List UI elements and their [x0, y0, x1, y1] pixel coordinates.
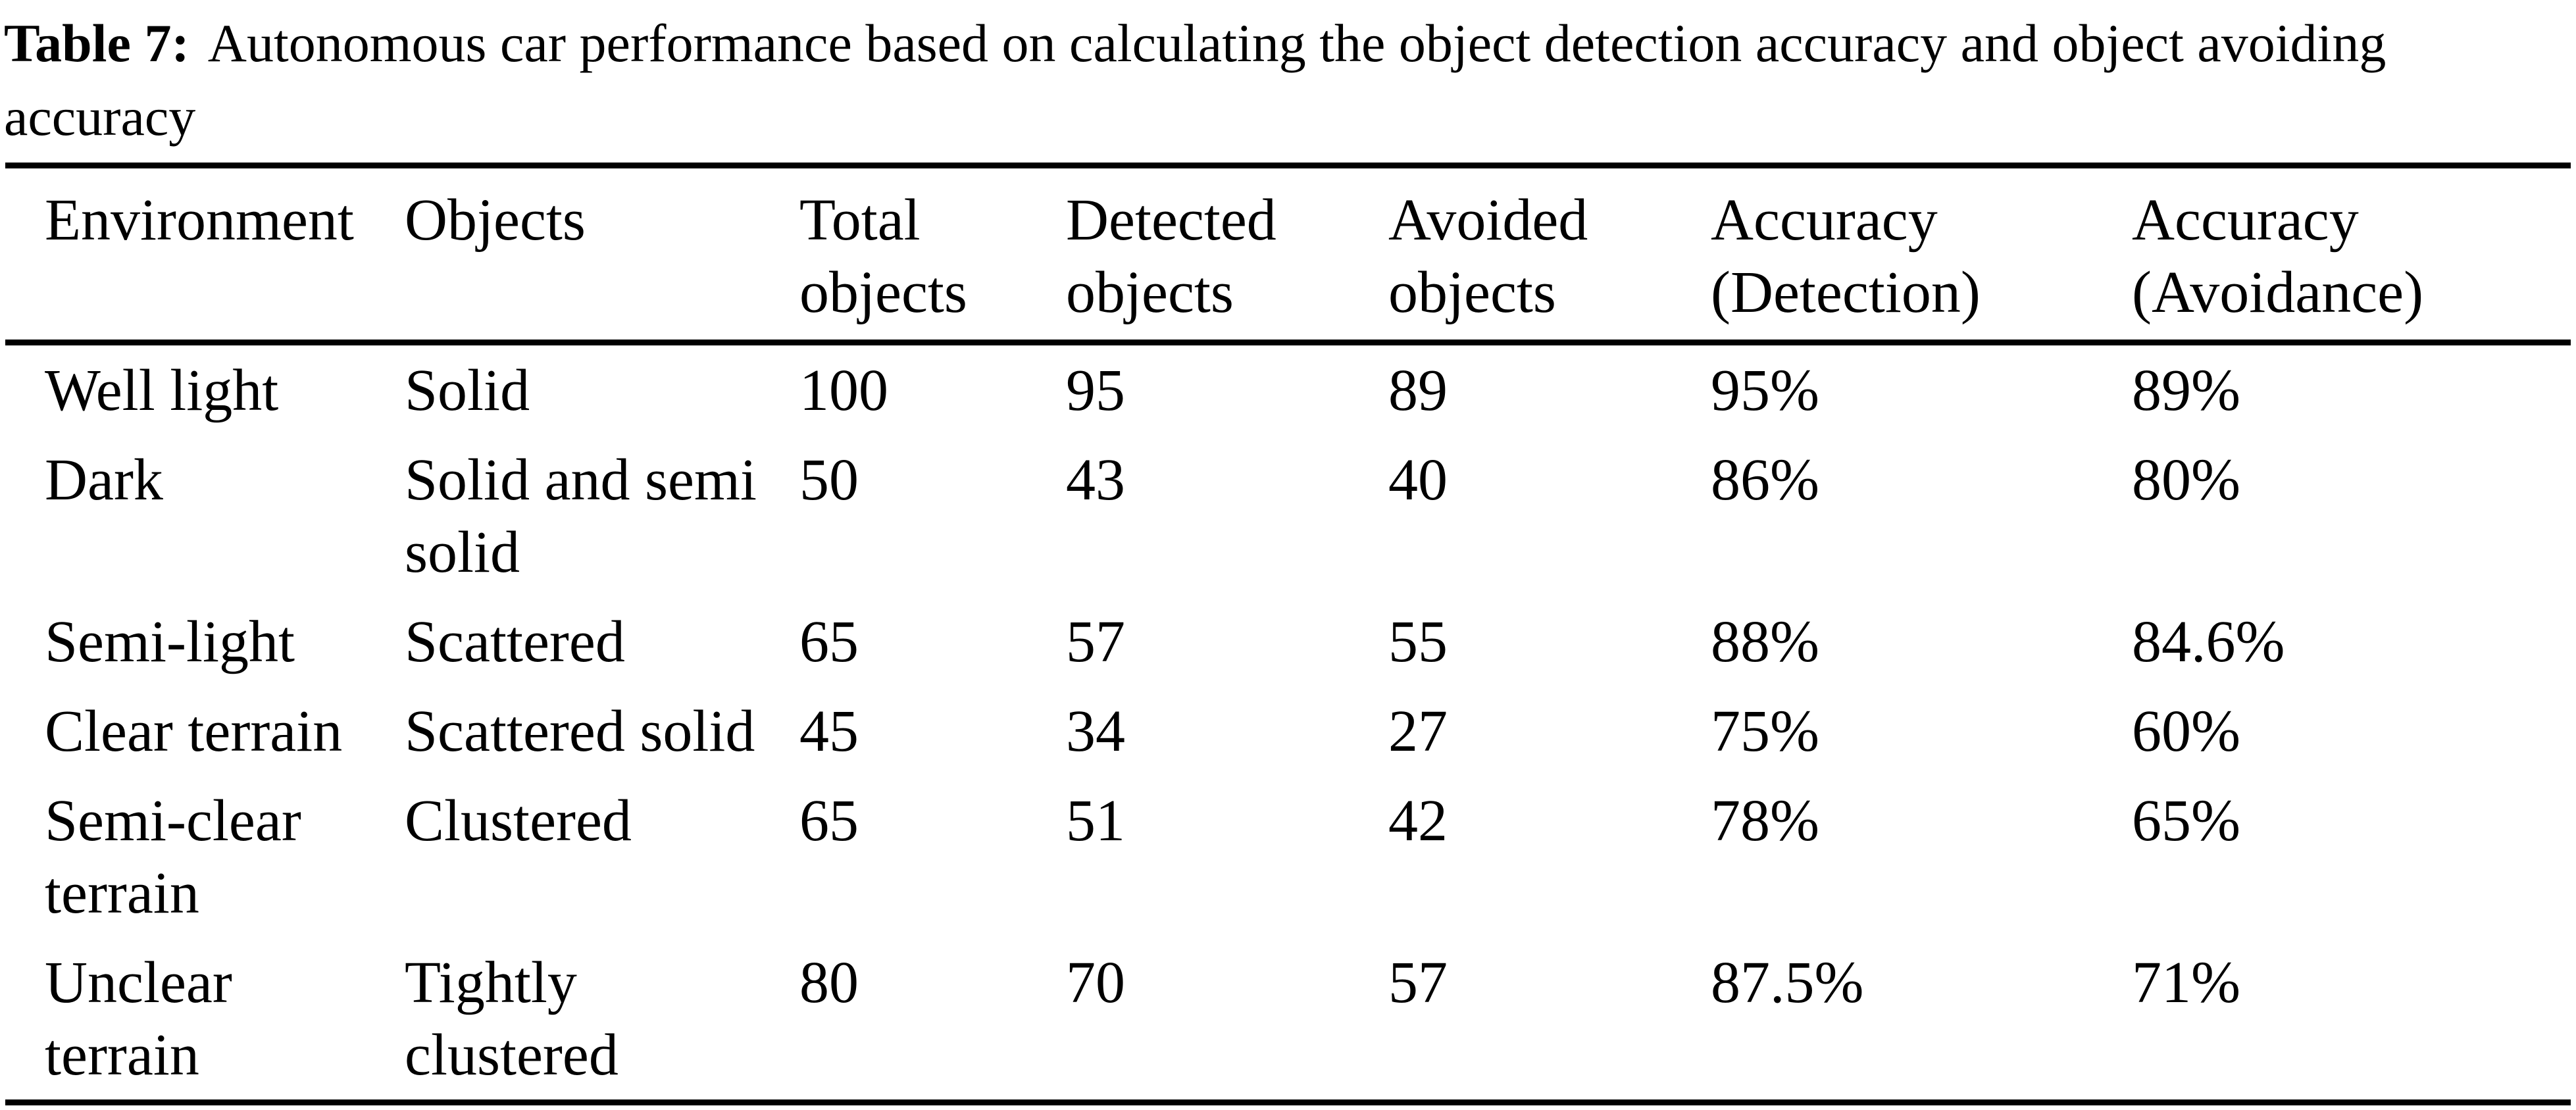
table-row: Semi-light Scattered 65 57 55 88% 84.6%	[5, 597, 2571, 686]
cell-detected-objects: 95	[1066, 358, 1125, 423]
cell-avoided-objects: 27	[1388, 699, 1448, 764]
caption-label: Table 7:	[4, 13, 189, 73]
cell-detected-objects: 57	[1066, 609, 1125, 674]
cell-objects: Tightly clustered	[405, 950, 619, 1088]
cell-avoided-objects: 42	[1388, 788, 1448, 853]
table-row: Dark Solid and semi solid 50 43 40 86% 8…	[5, 435, 2571, 597]
cell-total-objects: 65	[799, 788, 859, 853]
cell-objects: Scattered	[405, 609, 625, 674]
cell-accuracy-detection: 86%	[1711, 447, 1819, 513]
cell-environment: Semi-light	[45, 609, 295, 674]
cell-accuracy-avoidance: 65%	[2132, 788, 2240, 853]
column-header-environment: Environment	[45, 188, 354, 253]
cell-objects: Solid	[405, 358, 530, 423]
cell-avoided-objects: 40	[1388, 447, 1448, 513]
cell-accuracy-avoidance: 60%	[2132, 699, 2240, 764]
cell-total-objects: 80	[799, 950, 859, 1015]
cell-total-objects: 65	[799, 609, 859, 674]
column-header-detected-objects: Detected objects	[1066, 188, 1276, 325]
cell-accuracy-detection: 78%	[1711, 788, 1819, 853]
cell-accuracy-detection: 88%	[1711, 609, 1819, 674]
column-header-accuracy-avoidance: Accuracy (Avoidance)	[2132, 188, 2424, 325]
cell-total-objects: 50	[799, 447, 859, 513]
column-header-total-objects: Total objects	[799, 188, 967, 325]
cell-accuracy-avoidance: 84.6%	[2132, 609, 2285, 674]
cell-environment: Clear terrain	[45, 699, 343, 764]
cell-detected-objects: 43	[1066, 447, 1125, 513]
cell-detected-objects: 34	[1066, 699, 1125, 764]
table-row: Well light Solid 100 95 89 95% 89%	[5, 343, 2571, 436]
cell-accuracy-avoidance: 71%	[2132, 950, 2240, 1015]
cell-detected-objects: 70	[1066, 950, 1125, 1015]
table-row: Clear terrain Scattered solid 45 34 27 7…	[5, 686, 2571, 776]
cell-environment: Semi-clear terrain	[45, 788, 301, 926]
cell-accuracy-avoidance: 80%	[2132, 447, 2240, 513]
table-row: Semi-clear terrain Clustered 65 51 42 78…	[5, 776, 2571, 938]
cell-environment: Unclear terrain	[45, 950, 232, 1088]
cell-avoided-objects: 57	[1388, 950, 1448, 1015]
cell-total-objects: 45	[799, 699, 859, 764]
cell-objects: Clustered	[405, 788, 632, 853]
cell-accuracy-avoidance: 89%	[2132, 358, 2240, 423]
cell-environment: Well light	[45, 358, 279, 423]
cell-accuracy-detection: 75%	[1711, 699, 1819, 764]
caption-text: Autonomous car performance based on calc…	[4, 13, 2387, 147]
performance-table: Environment Objects Total objects Detect…	[5, 163, 2571, 1105]
cell-objects: Solid and semi solid	[405, 447, 757, 585]
cell-environment: Dark	[45, 447, 163, 513]
column-header-avoided-objects: Avoided objects	[1388, 188, 1588, 325]
cell-objects: Scattered solid	[405, 699, 755, 764]
table-row: Unclear terrain Tightly clustered 80 70 …	[5, 938, 2571, 1103]
cell-accuracy-detection: 87.5%	[1711, 950, 1864, 1015]
cell-avoided-objects: 89	[1388, 358, 1448, 423]
cell-avoided-objects: 55	[1388, 609, 1448, 674]
table-header-row: Environment Objects Total objects Detect…	[5, 166, 2571, 343]
column-header-objects: Objects	[405, 188, 586, 253]
cell-detected-objects: 51	[1066, 788, 1125, 853]
cell-total-objects: 100	[799, 358, 888, 423]
column-header-accuracy-detection: Accuracy (Detection)	[1711, 188, 1981, 325]
cell-accuracy-detection: 95%	[1711, 358, 1819, 423]
table-caption: Table 7: Autonomous car performance based…	[4, 7, 2491, 154]
